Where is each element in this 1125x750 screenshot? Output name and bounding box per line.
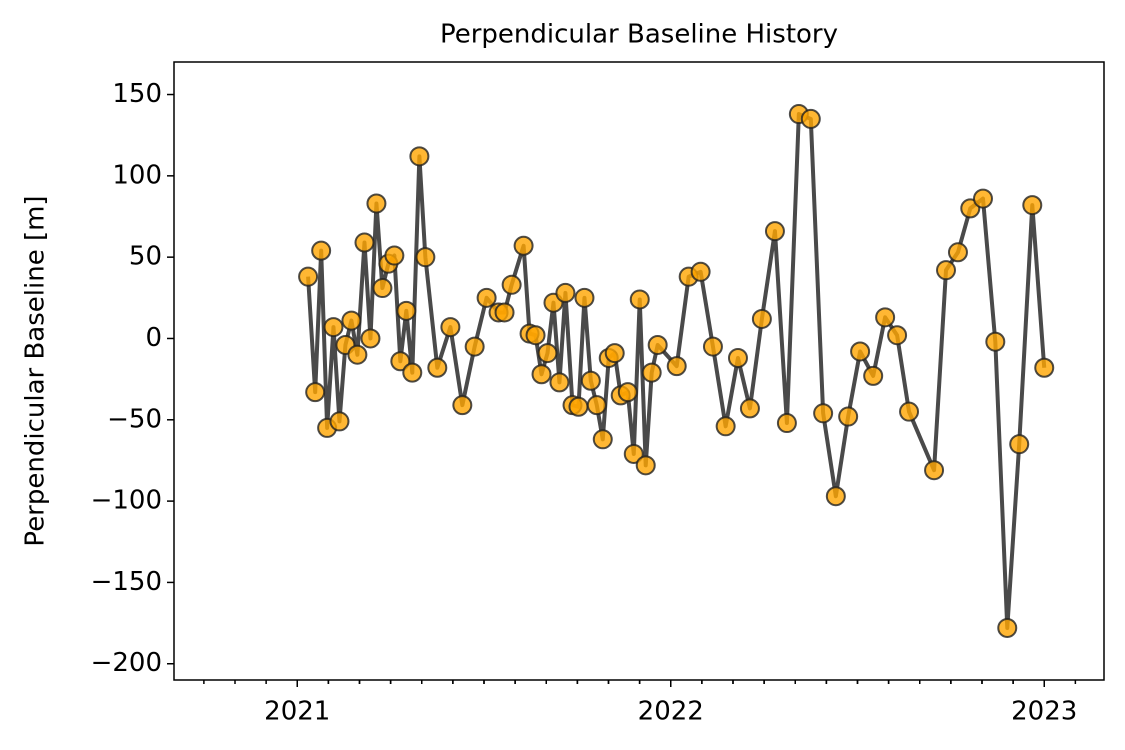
data-point <box>415 247 436 268</box>
data-point <box>813 403 834 424</box>
data-point <box>727 347 748 368</box>
x-tick-label: 2023 <box>1011 697 1077 727</box>
data-point <box>1009 434 1030 455</box>
data-point <box>366 193 387 214</box>
data-point <box>440 317 461 338</box>
data-point <box>764 221 785 242</box>
y-axis-label: Perpendicular Baseline [m] <box>21 195 51 546</box>
data-point <box>739 398 760 419</box>
data-point <box>537 343 558 364</box>
data-point <box>360 328 381 349</box>
y-tick-label: −150 <box>91 567 162 597</box>
chart-title: Perpendicular Baseline History <box>440 20 838 50</box>
data-point <box>899 401 920 422</box>
data-point <box>641 362 662 383</box>
data-point <box>580 370 601 391</box>
x-tick-label: 2021 <box>264 697 330 727</box>
data-point <box>887 325 908 346</box>
data-point <box>647 334 668 355</box>
data-point <box>305 382 326 403</box>
data-point <box>402 362 423 383</box>
data-point <box>311 240 332 261</box>
data-point <box>513 235 534 256</box>
data-point <box>592 429 613 450</box>
data-point <box>863 365 884 386</box>
data-point <box>354 232 375 253</box>
data-point <box>568 396 589 417</box>
data-point <box>409 146 430 167</box>
data-point <box>347 344 368 365</box>
data-point <box>825 486 846 507</box>
data-point <box>341 310 362 331</box>
data-point <box>1022 195 1043 216</box>
data-point <box>390 351 411 372</box>
data-point <box>476 287 497 308</box>
data-point <box>531 364 552 385</box>
data-point <box>666 356 687 377</box>
data-point <box>690 261 711 282</box>
data-point <box>776 413 797 434</box>
data-point <box>635 455 656 476</box>
data-point <box>715 416 736 437</box>
data-point <box>972 188 993 209</box>
data-point <box>838 406 859 427</box>
data-point <box>936 260 957 281</box>
y-tick-label: 100 <box>112 160 162 190</box>
data-point <box>1034 357 1055 378</box>
data-point <box>702 336 723 357</box>
y-tick-label: −100 <box>91 486 162 516</box>
data-point <box>985 331 1006 352</box>
data-point <box>586 395 607 416</box>
data-point <box>384 245 405 266</box>
data-point <box>501 274 522 295</box>
data-point <box>947 242 968 263</box>
data-point <box>329 411 350 432</box>
data-point <box>323 317 344 338</box>
data-point <box>800 108 821 129</box>
data-point <box>617 382 638 403</box>
data-point <box>924 460 945 481</box>
data-point <box>875 307 896 328</box>
data-point <box>629 289 650 310</box>
y-tick-label: 50 <box>129 242 162 272</box>
y-tick-label: −200 <box>91 648 162 678</box>
data-point <box>604 343 625 364</box>
data-point <box>396 300 417 321</box>
y-tick-label: 0 <box>145 323 162 353</box>
data-point <box>372 278 393 299</box>
data-point <box>549 372 570 393</box>
data-point <box>427 357 448 378</box>
y-tick-label: 150 <box>112 79 162 109</box>
y-tick-label: −50 <box>107 404 162 434</box>
data-point <box>452 395 473 416</box>
data-point <box>555 282 576 303</box>
data-point <box>623 443 644 464</box>
data-point <box>751 308 772 329</box>
x-tick-label: 2022 <box>638 697 704 727</box>
data-point <box>298 266 319 287</box>
data-point <box>494 302 515 323</box>
data-point <box>464 336 485 357</box>
data-point <box>574 287 595 308</box>
data-point <box>850 341 871 362</box>
data-point <box>997 617 1018 638</box>
data-point <box>525 325 546 346</box>
